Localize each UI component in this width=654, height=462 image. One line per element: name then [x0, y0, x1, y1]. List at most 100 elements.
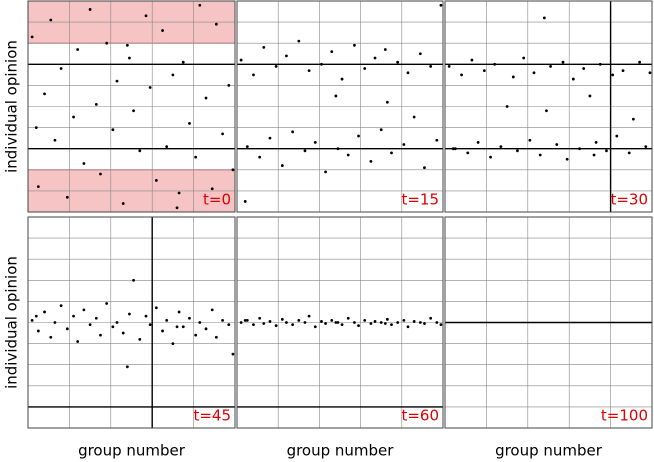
data-point	[138, 337, 142, 341]
data-point	[43, 310, 46, 314]
data-point	[396, 60, 400, 64]
data-point	[611, 73, 615, 77]
data-point	[605, 149, 608, 153]
panel-frame	[236, 216, 444, 429]
data-point	[262, 46, 266, 49]
panel: t=0 individual opinion	[3, 0, 236, 213]
data-point	[252, 73, 255, 77]
data-point	[330, 318, 334, 322]
data-point	[451, 147, 455, 151]
data-point	[243, 318, 247, 322]
data-point	[353, 43, 356, 47]
data-point	[214, 335, 218, 339]
data-point	[72, 314, 75, 318]
data-point	[402, 143, 406, 146]
data-point	[111, 128, 115, 132]
data-point	[555, 143, 559, 146]
data-point	[258, 155, 262, 159]
data-point	[65, 327, 69, 331]
data-point	[34, 314, 38, 318]
data-point	[181, 60, 185, 64]
data-point	[291, 323, 295, 327]
data-point	[274, 324, 278, 328]
data-point	[334, 94, 338, 98]
data-point	[175, 206, 179, 210]
data-point	[115, 79, 119, 83]
data-point	[423, 322, 426, 325]
data-point	[307, 69, 311, 73]
data-point	[489, 155, 492, 159]
panel-frame	[444, 0, 653, 213]
data-point	[615, 134, 619, 138]
data-point	[214, 22, 218, 26]
data-point	[128, 312, 131, 316]
data-point	[94, 316, 98, 320]
time-label: t=45	[193, 407, 231, 425]
data-point	[542, 16, 546, 20]
data-point	[262, 322, 266, 325]
data-point	[239, 321, 243, 324]
data-point	[379, 321, 383, 324]
data-point	[522, 56, 526, 60]
data-point	[49, 18, 53, 22]
data-point	[313, 140, 317, 144]
data-point	[303, 149, 307, 153]
data-point	[307, 314, 311, 318]
data-point	[565, 157, 569, 161]
data-point	[369, 159, 373, 163]
data-point	[373, 56, 377, 60]
data-point	[346, 153, 350, 157]
data-point	[161, 329, 164, 333]
data-point	[460, 73, 463, 77]
data-point	[466, 151, 470, 155]
data-point	[111, 325, 115, 329]
data-point	[499, 145, 503, 148]
data-point	[36, 185, 40, 189]
data-point	[76, 340, 80, 343]
x-axis-label: group number	[495, 442, 603, 460]
x-axis-label: group number	[78, 442, 186, 460]
time-label: t=15	[401, 191, 439, 209]
data-point	[357, 134, 360, 138]
data-point	[412, 115, 416, 119]
data-point	[171, 73, 175, 77]
data-point	[221, 132, 224, 136]
data-point	[99, 172, 102, 176]
data-point	[423, 166, 426, 170]
data-point	[545, 109, 548, 113]
panel-frame	[236, 0, 444, 213]
data-point	[285, 54, 288, 58]
data-point	[144, 314, 148, 318]
data-point	[549, 65, 552, 68]
data-point	[245, 318, 249, 322]
data-point	[204, 327, 208, 331]
data-point	[418, 52, 422, 56]
data-point	[435, 321, 439, 324]
data-point	[538, 153, 542, 157]
data-point	[181, 325, 185, 329]
data-point	[638, 60, 641, 64]
data-point	[528, 138, 532, 142]
data-point	[297, 39, 301, 43]
data-point	[324, 322, 327, 325]
data-point	[34, 126, 38, 129]
time-label: t=100	[601, 407, 648, 425]
data-point	[396, 321, 400, 324]
data-point	[418, 321, 422, 324]
data-point	[171, 342, 175, 345]
data-point	[340, 323, 344, 327]
data-point	[43, 92, 46, 96]
data-point	[239, 58, 243, 62]
data-point	[369, 322, 373, 325]
data-point	[280, 164, 284, 167]
data-point	[303, 321, 307, 324]
data-point	[125, 43, 129, 47]
data-point	[121, 331, 125, 335]
data-point	[285, 321, 288, 324]
data-point	[561, 60, 565, 64]
data-point	[340, 77, 344, 81]
data-point	[132, 278, 135, 282]
data-point	[594, 140, 598, 144]
data-point	[161, 29, 164, 32]
